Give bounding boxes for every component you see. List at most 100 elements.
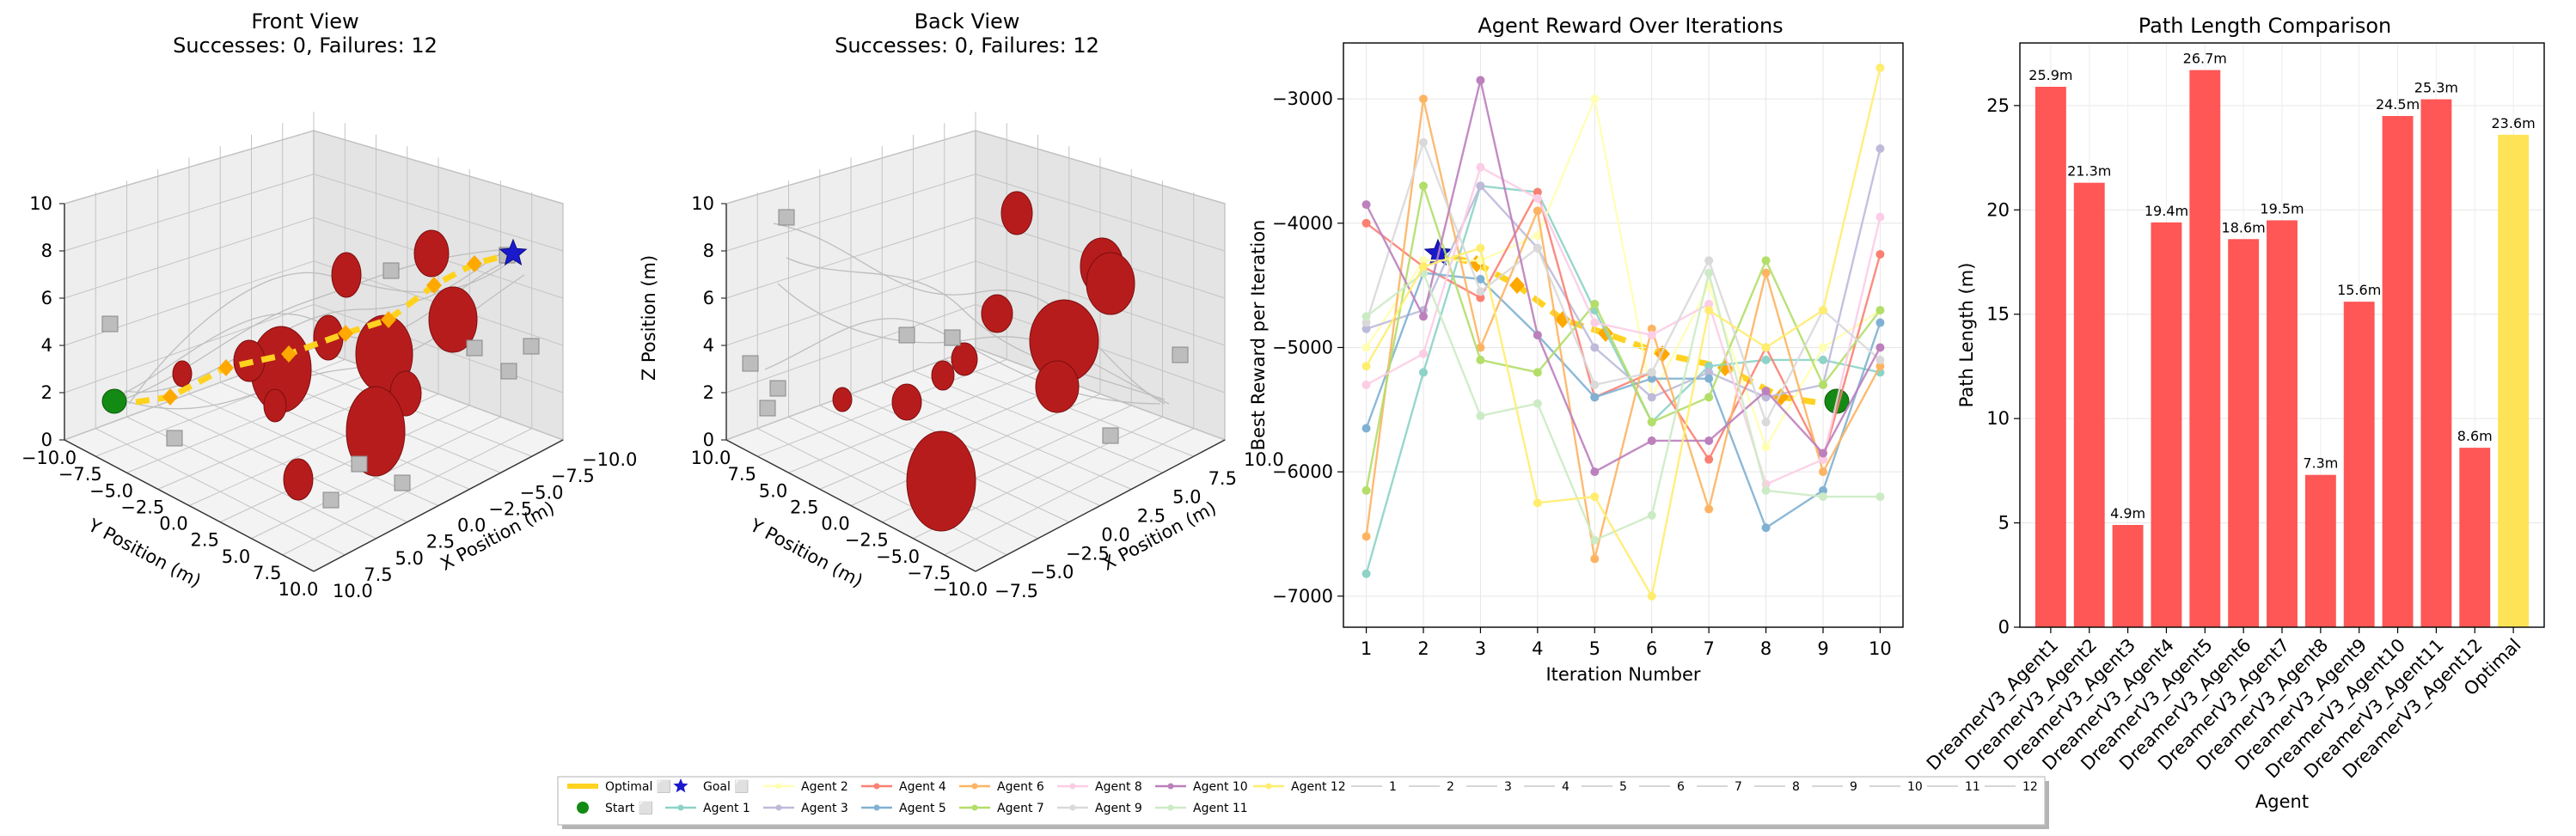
- legend-swatch-marker: [1167, 783, 1174, 790]
- back-gray-marker: [1172, 346, 1189, 363]
- legend-label: Agent 1: [703, 802, 750, 815]
- back-y-ticks: 10.07.55.02.50.0−2.5−5.0−7.5−10.0: [691, 448, 988, 600]
- line-point: [1875, 343, 1885, 352]
- back-z-tick-label: 10: [691, 193, 714, 214]
- legend-item-goal: Goal ⬜: [673, 778, 750, 794]
- bar-y-tick-label: 15: [1986, 304, 2010, 325]
- line-point: [1590, 554, 1600, 564]
- line-x-tick-label: 7: [1703, 638, 1714, 659]
- back-wall-grid-right-h: [975, 130, 1226, 204]
- back-y-tick-label: 7.5: [728, 464, 756, 485]
- front-obstacle: [428, 286, 478, 353]
- line-point: [1533, 368, 1542, 377]
- front-waypoint: [426, 277, 442, 294]
- line-point: [1533, 206, 1542, 216]
- legend-label: Agent 8: [1095, 780, 1142, 794]
- line-point: [1761, 523, 1771, 533]
- front-obstacle: [413, 229, 450, 278]
- back-z-axis-label: Z Position (m): [639, 255, 659, 381]
- line-chart-title: Agent Reward Over Iterations: [1478, 14, 1783, 38]
- bar-value-label: 19.5m: [2260, 200, 2304, 217]
- front-optimal-path: [135, 250, 514, 406]
- line-point: [1533, 498, 1542, 508]
- line-point: [1819, 449, 1827, 458]
- legend-swatch-marker: [677, 804, 684, 811]
- legend-item-agent-9: Agent 9: [1057, 802, 1142, 815]
- back-agent-trajectory: [777, 283, 1170, 405]
- line-point: [1590, 535, 1600, 545]
- back-wall-grid-left-h: [725, 260, 976, 346]
- line-point: [1761, 256, 1771, 265]
- line-series-agent-4: [1365, 189, 1882, 462]
- line-series-agent-1: [1365, 185, 1881, 575]
- line-point: [1704, 393, 1714, 402]
- bar-chart-title: Path Length Comparison: [2139, 14, 2391, 38]
- line-series-agent-12: [1365, 67, 1882, 600]
- front-x-tick-label: 2.5: [426, 532, 455, 552]
- legend-items: Optimal ⬜ Start ⬜ Goal ⬜ Agent 1 Agent 2 Agen…: [567, 778, 2038, 815]
- front-z-tick-label: 8: [41, 241, 52, 261]
- line-point: [1476, 412, 1485, 421]
- front-z-tick-label: 4: [41, 335, 52, 356]
- line-point: [1761, 418, 1771, 427]
- line-point: [1704, 299, 1714, 308]
- front-x-tick-label: −5.0: [520, 482, 564, 503]
- legend-label: 10: [1907, 780, 1923, 794]
- front-y-tick-label: 2.5: [191, 530, 219, 551]
- line-point: [1761, 387, 1771, 396]
- line-point: [1361, 485, 1371, 495]
- front-x-tick-label: 5.0: [395, 548, 424, 569]
- legend-item-agent-7: Agent 7: [959, 802, 1044, 815]
- front-waypoint: [218, 359, 234, 376]
- back-y-tick-label: −7.5: [907, 563, 951, 583]
- front-view-subtitle: Successes: 0, Failures: 12: [173, 34, 437, 58]
- line-x-tick-label: 6: [1646, 638, 1657, 659]
- front-gray-marker: [101, 315, 119, 333]
- line-point: [1875, 492, 1885, 502]
- back-x-tick-label: −7.5: [994, 581, 1038, 601]
- front-wall-grid-right-h: [313, 130, 564, 204]
- front-wall-grid-left-h: [64, 174, 315, 252]
- back-waypoint: [1509, 277, 1525, 294]
- bar-dreamerv3_agent3: [2112, 525, 2144, 627]
- front-y-tick-label: −7.5: [58, 464, 102, 485]
- front-gray-marker: [166, 430, 183, 447]
- line-point: [1419, 368, 1428, 377]
- front-view-title: Front View: [251, 9, 358, 34]
- legend-label: 11: [1965, 780, 1980, 794]
- legend-label: 8: [1792, 780, 1800, 794]
- legend-label: Goal ⬜: [703, 779, 750, 794]
- bar-chart-y-ticks: 0 5 10 15 20 25: [1986, 95, 2020, 638]
- legend-item-agent-12: Agent 12: [1253, 780, 1346, 794]
- front-gray-marker: [523, 338, 540, 355]
- back-gray-marker: [759, 400, 776, 417]
- front-gray-marker: [466, 339, 483, 357]
- line-chart-series: [1361, 63, 1885, 601]
- back-agent-trajectory: [773, 223, 1166, 405]
- reward-line-chart: Agent Reward Over Iterations 1 2 3 4 5 6 7 8 9 10…: [1248, 14, 1904, 685]
- back-obstacle: [981, 294, 1013, 333]
- legend-label: Start ⬜: [605, 801, 653, 815]
- bar-value-label: 18.6m: [2222, 219, 2266, 235]
- front-y-tick-label: 10.0: [278, 579, 319, 600]
- front-gray-marker: [322, 491, 340, 509]
- line-point: [1533, 187, 1542, 197]
- legend-swatch-marker: [873, 783, 880, 790]
- back-agent-trajectory: [786, 257, 1166, 400]
- line-point: [1419, 181, 1428, 191]
- front-waypoint: [338, 325, 353, 342]
- legend-swatch-marker: [971, 804, 978, 811]
- line-point: [1875, 212, 1885, 222]
- line-chart-gridlines: [1343, 43, 1903, 627]
- bar-dreamerv3_agent7: [2267, 220, 2298, 627]
- line-point: [1761, 442, 1771, 452]
- front-gray-marker: [351, 455, 368, 473]
- legend-item-5: 5: [1582, 780, 1627, 794]
- line-x-tick-label: 3: [1475, 638, 1486, 659]
- bar-dreamerv3_agent8: [2304, 474, 2336, 627]
- back-x-tick-label: 2.5: [1137, 506, 1166, 527]
- legend-item-4: 4: [1524, 780, 1569, 794]
- line-point: [1590, 393, 1600, 402]
- line-series-agent-8: [1365, 165, 1882, 486]
